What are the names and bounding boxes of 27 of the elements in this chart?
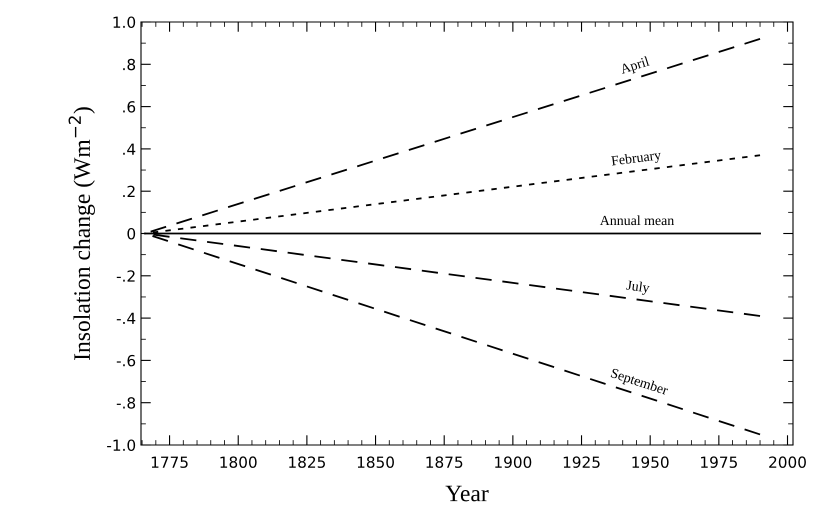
x-tick-label: 1825 [289,456,325,468]
x-tick-label: 1800 [220,456,257,468]
x-tick-label: 1875 [426,456,462,468]
y-axis-title: Insolation change (Wm$^{−2}$) [68,107,95,360]
series-label: Annual mean [600,215,674,226]
text: April [619,56,651,77]
y-tick-label: .8 [123,58,136,70]
y-tick-label: .6 [123,101,136,113]
x-axis-title: Year [446,486,489,502]
y-tick-label: .4 [123,144,136,155]
text: July [626,280,650,296]
y-tick-label: -1.0 [107,439,136,452]
x-tick-label: 2000 [769,456,806,468]
y-tick-label: 0 [127,228,136,240]
y-tick-label: -.8 [116,397,136,409]
y-tick-label: -.2 [116,270,135,282]
x-tick-label: 1975 [701,456,737,468]
y-tick-label: -.6 [116,354,136,366]
x-tick-label: 1775 [152,456,188,468]
y-tick-label: 1.0 [114,16,136,28]
x-tick-label: 1950 [632,456,669,468]
y-tick-label: -.4 [116,312,136,324]
x-tick-label: 1900 [495,456,532,468]
text: February [610,150,662,168]
y-tick-label: .2 [123,186,135,198]
x-tick-label: 1925 [564,456,600,468]
x-tick-label: 1850 [358,456,394,468]
